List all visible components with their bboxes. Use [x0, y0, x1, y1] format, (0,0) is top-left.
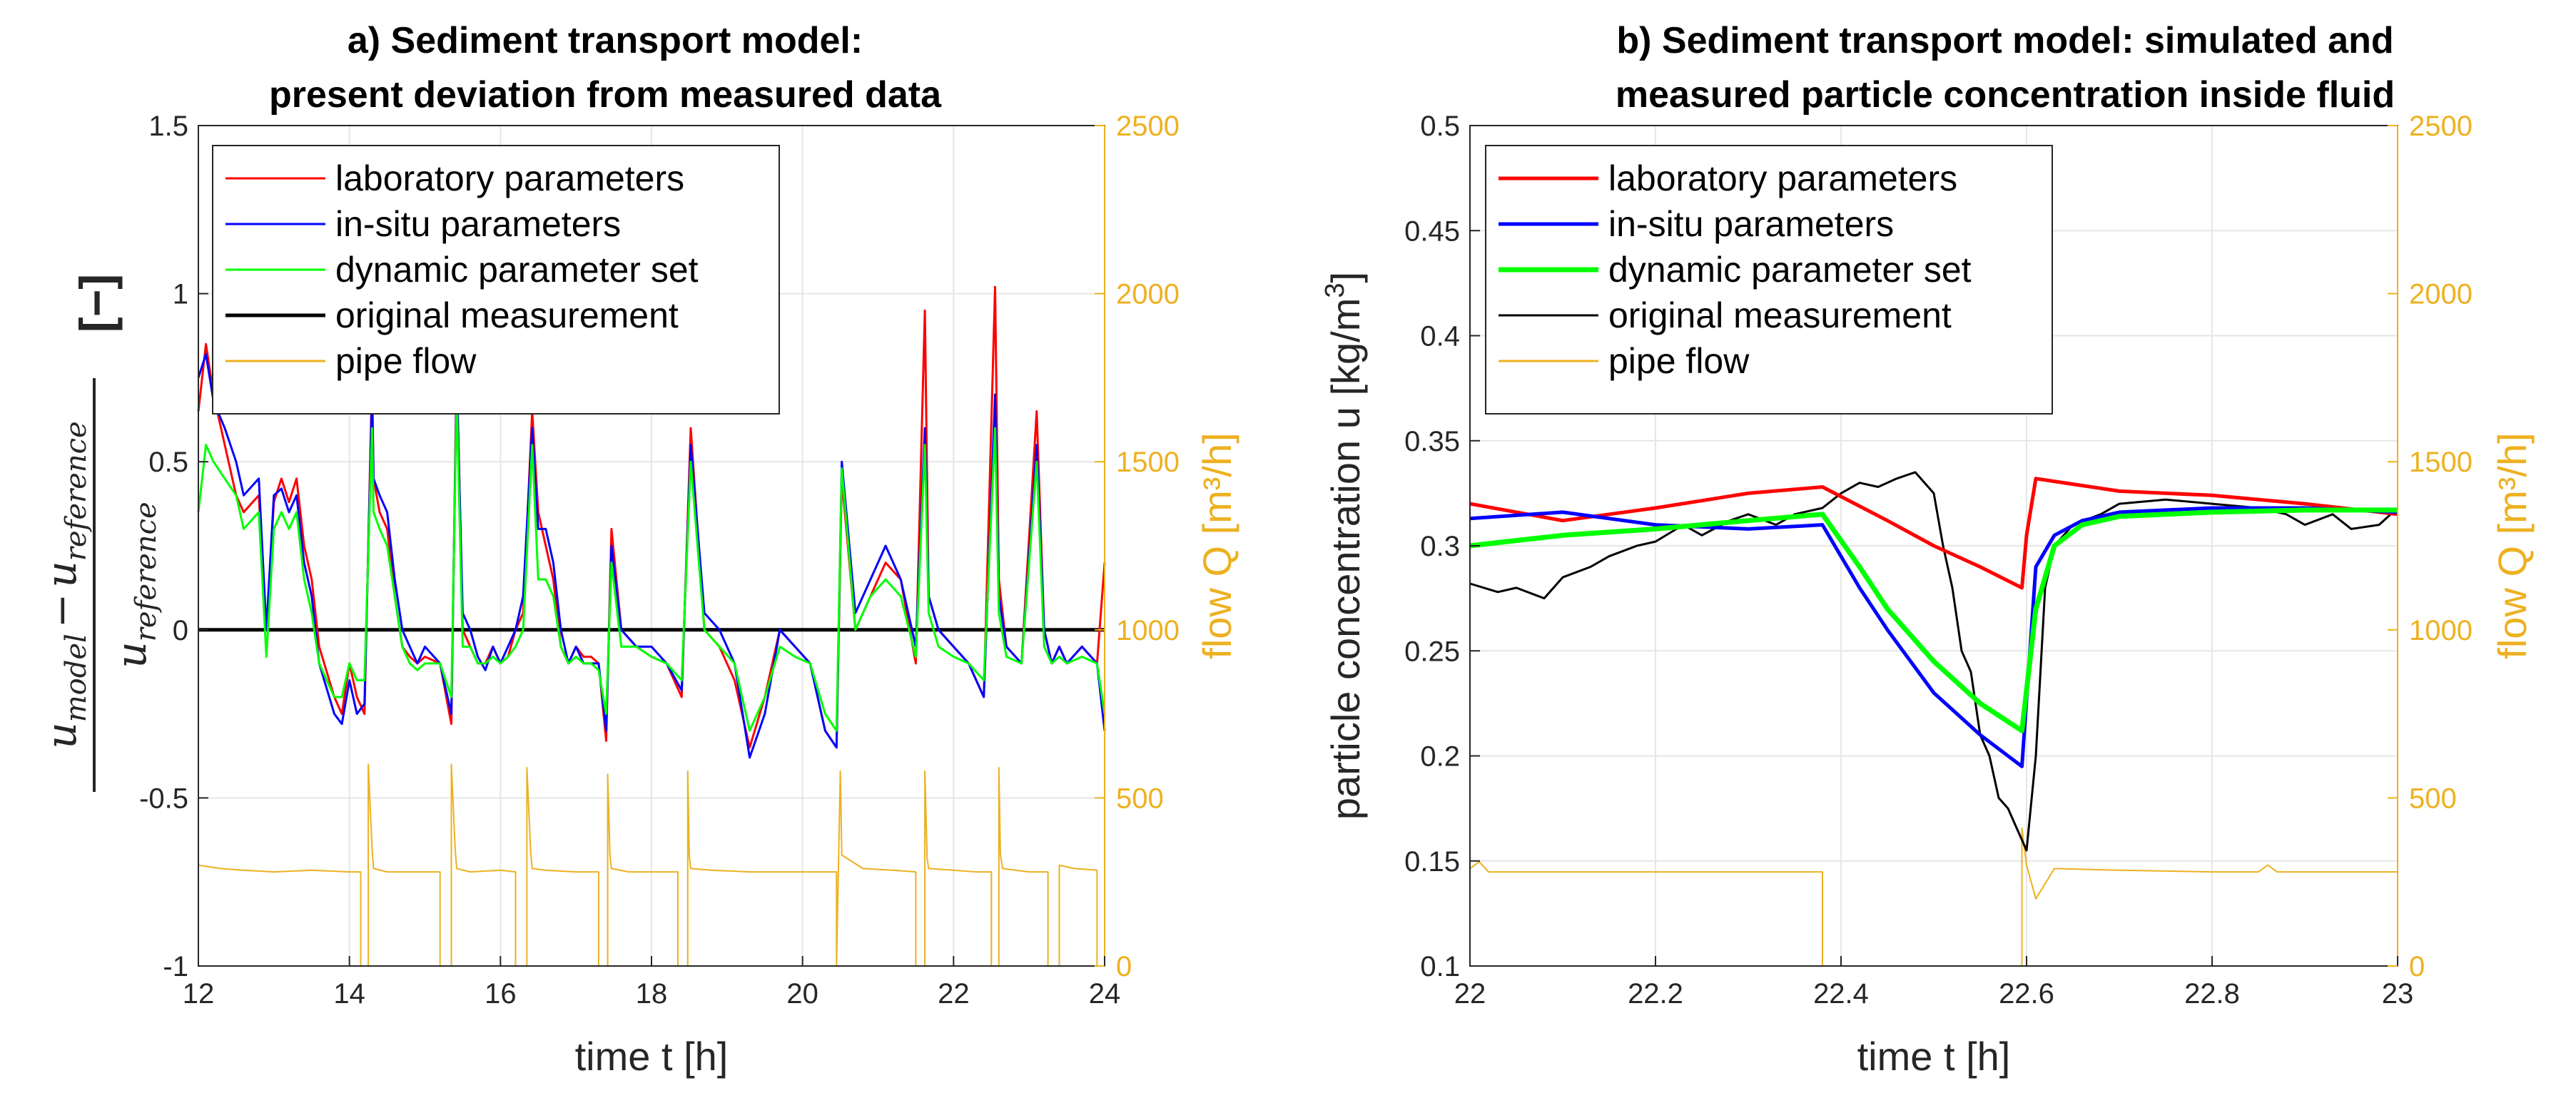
x-tick-label: 23	[2382, 978, 2414, 1010]
y-left-tick-label: 0.2	[1420, 741, 1460, 773]
panel-a-title-line-1: a) Sediment transport model:	[348, 20, 863, 61]
panel-b-x-axis-label: time t [h]	[1857, 1034, 2011, 1079]
y-left-tick-label: 0	[173, 615, 188, 646]
y-left-tick-label: -1	[163, 951, 188, 982]
panel-b-legend: laboratory parameters in-situ parameters d…	[1485, 145, 2053, 415]
panel-a-title-line-2: present deviation from measured data	[269, 74, 942, 116]
y-right-tick-label: 500	[2409, 783, 2457, 814]
panel-b: b) Sediment transport model: simulated a…	[1320, 20, 2535, 1079]
y-left-tick-label: 0.1	[1420, 951, 1460, 982]
legend-label-original: original measurement	[335, 295, 679, 335]
y-right-tick-label: 1000	[2409, 615, 2473, 646]
y-left-tick-label: 0.3	[1420, 531, 1460, 562]
panel-b-legend-box	[1485, 145, 2053, 415]
y-right-tick-label: 500	[1116, 783, 1164, 814]
series-line-dynamic	[1469, 507, 2398, 733]
panel-b-right-axis-label: flow Q [m³/h]	[2490, 432, 2535, 659]
panel-a-series	[197, 285, 1106, 967]
y-right-tick-label: 0	[1116, 951, 1132, 982]
y-left-tick-label: -0.5	[139, 783, 188, 814]
legend-label-original: original measurement	[1608, 295, 1952, 335]
legend-label-pipe: pipe flow	[1608, 341, 1750, 381]
frac-minus: −	[37, 594, 86, 629]
frac-reference-sub-1: reference	[60, 421, 93, 561]
x-tick-label: 22.4	[1813, 978, 1869, 1010]
svg-text:umodel−ureference: umodel−ureference	[37, 421, 93, 748]
panel-b-ticks: 22 22.2 22.4 22.6 22.8 23 0.1 0.15 0.2 0.25 0.3 0.3…	[1404, 111, 2473, 1010]
panel-b-left-axis-label: particle concentration u [kg/m3]	[1320, 272, 1368, 820]
frac-u-1: u	[37, 722, 86, 748]
y-left-tick-label: 0.5	[148, 447, 188, 478]
legend-label-pipe: pipe flow	[335, 341, 477, 381]
frac-reference-sub-2: reference	[130, 502, 163, 641]
y-left-tick-label: 0.5	[1420, 111, 1460, 142]
frac-model-sub: model	[60, 634, 93, 722]
y-left-tick-label: 0.35	[1404, 426, 1460, 457]
x-tick-label: 22.6	[1999, 978, 2054, 1010]
panel-a-ticks: 12 14 16 18 20 22 24 -1 -0.5 0 0.5 1 1.5 0 500 1000 1500…	[139, 111, 1180, 1010]
x-tick-label: 16	[485, 978, 517, 1010]
panel-b-title-line-1: b) Sediment transport model: simulated a…	[1616, 20, 2393, 61]
series-line-pipe	[1469, 827, 2398, 967]
legend-label-laboratory: laboratory parameters	[1608, 158, 1957, 198]
y-left-tick-label: 0.15	[1404, 846, 1460, 878]
x-tick-label: 22.8	[2184, 978, 2240, 1010]
panel-a-left-axis-label: umodel−ureference ureference [−]	[37, 274, 163, 792]
panel-a-legend: laboratory parameters in-situ parameters d…	[212, 145, 780, 415]
x-tick-label: 22	[1454, 978, 1486, 1010]
y-right-tick-label: 2500	[2409, 111, 2473, 142]
y-right-tick-label: 2000	[1116, 279, 1180, 310]
series-line-insitu	[1469, 506, 2398, 768]
x-tick-label: 20	[786, 978, 818, 1010]
y-right-tick-label: 1500	[1116, 447, 1180, 478]
legend-label-dynamic: dynamic parameter set	[335, 250, 699, 290]
panel-b-left-axis-label-end: ]	[1323, 272, 1368, 283]
y-left-tick-label: 0.25	[1404, 636, 1460, 667]
frac-u-3: u	[107, 641, 156, 668]
x-tick-label: 22.2	[1628, 978, 1683, 1010]
x-tick-label: 24	[1089, 978, 1121, 1010]
frac-u-2: u	[37, 561, 86, 587]
y-left-tick-label: 0.4	[1420, 321, 1460, 352]
series-line-original	[1469, 471, 2399, 852]
panel-a-x-axis-label: time t [h]	[575, 1034, 729, 1079]
y-left-tick-label: 1.5	[148, 111, 188, 142]
legend-label-insitu: in-situ parameters	[1608, 204, 1894, 244]
legend-label-dynamic: dynamic parameter set	[1608, 250, 1972, 290]
frac-unit-bracket: [−]	[70, 274, 123, 333]
x-tick-label: 22	[938, 978, 970, 1010]
panel-a-right-axis-label: flow Q [m³/h]	[1195, 432, 1239, 659]
x-tick-label: 18	[636, 978, 668, 1010]
panel-b-series	[1469, 471, 2399, 967]
x-tick-label: 12	[183, 978, 215, 1010]
legend-label-laboratory: laboratory parameters	[335, 158, 684, 198]
series-line-dynamic	[197, 393, 1106, 732]
panel-a-legend-box	[212, 145, 780, 415]
panel-b-left-axis-label-sup: 3	[1320, 283, 1350, 298]
legend-label-insitu: in-situ parameters	[335, 204, 621, 244]
series-line-laboratory	[1469, 477, 2398, 590]
y-right-tick-label: 0	[2409, 951, 2425, 982]
y-left-tick-label: 1	[173, 279, 188, 310]
svg-text:ureference: ureference	[107, 502, 163, 668]
y-left-tick-label: 0.45	[1404, 215, 1460, 247]
x-tick-label: 14	[333, 978, 365, 1010]
y-right-tick-label: 2500	[1116, 111, 1180, 142]
y-right-tick-label: 2000	[2409, 279, 2473, 310]
panel-b-left-axis-label-main: particle concentration u [kg/m	[1323, 298, 1368, 820]
panel-a: a) Sediment transport model: present dev…	[37, 20, 1239, 1079]
y-right-tick-label: 1500	[2409, 447, 2473, 478]
panel-b-title-line-2: measured particle concentration inside f…	[1616, 74, 2395, 116]
y-right-tick-label: 1000	[1116, 615, 1180, 646]
